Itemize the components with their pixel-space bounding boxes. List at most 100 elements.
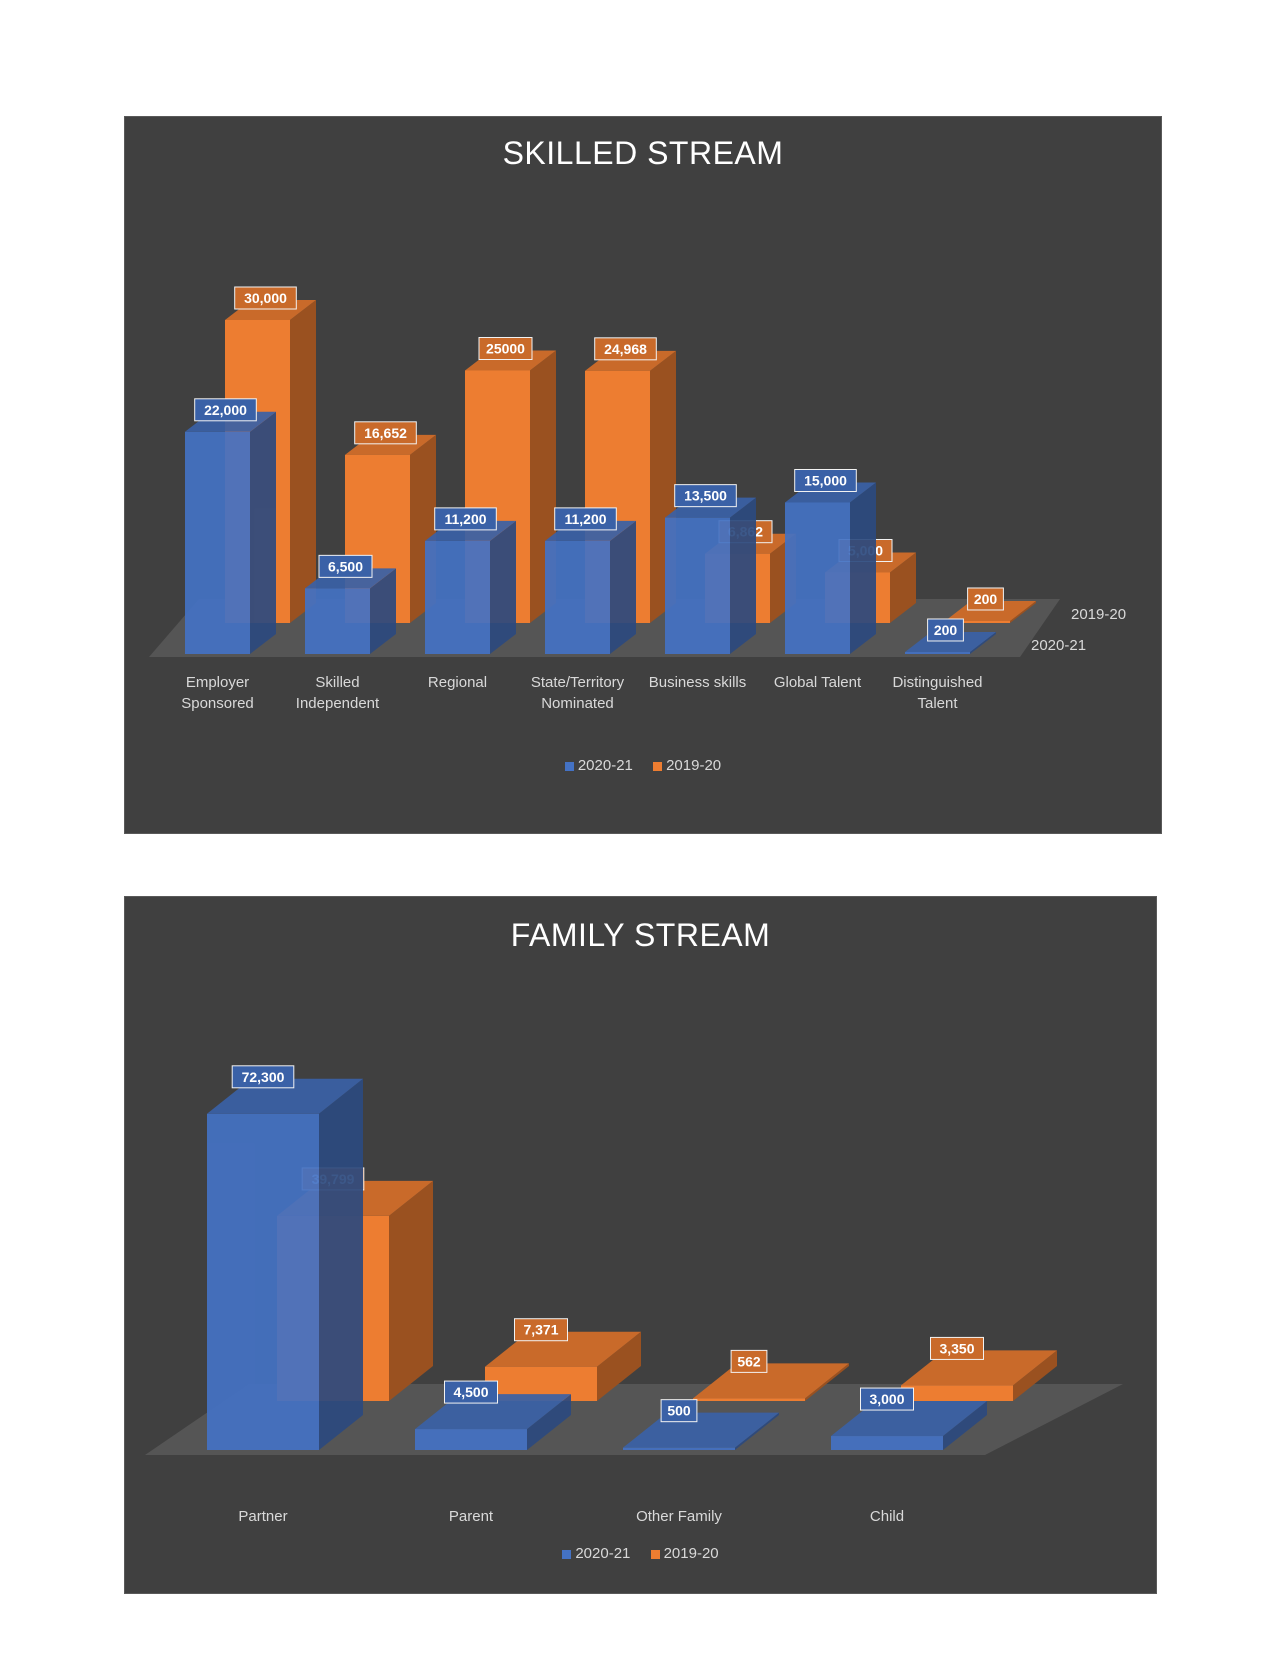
bar-side-face (527, 1394, 571, 1450)
legend-swatch (650, 1549, 660, 1559)
bar-side-face (943, 1401, 987, 1450)
data-label-box (674, 484, 737, 508)
bar-front-face (693, 1398, 805, 1401)
legend: 2020-21 2019-20 (125, 1545, 1156, 1562)
category-label: Distinguished (892, 674, 982, 691)
data-label: 562 (737, 1353, 761, 1369)
data-label: 7,371 (523, 1322, 558, 1338)
bar-side-face (1013, 1350, 1057, 1401)
data-label-box (354, 421, 417, 445)
bar-side-face (730, 497, 756, 654)
data-label: 200 (974, 591, 998, 607)
bar (545, 520, 636, 654)
category-label: Child (870, 1508, 904, 1525)
bar-side-face (970, 631, 996, 654)
category-label: Business skills (649, 674, 747, 691)
category-label: Other Family (636, 1508, 722, 1525)
category-label: Regional (428, 674, 487, 691)
data-label-box (860, 1387, 914, 1411)
skilled-stream-plot: 30,00016,6522500024,9686,8625,00020022,0… (149, 286, 1126, 712)
bar (305, 568, 396, 654)
data-label-box (594, 337, 657, 361)
bar-front-face (545, 540, 610, 654)
bar-front-face (945, 620, 1010, 623)
legend-swatch (653, 761, 663, 771)
data-label: 11,200 (444, 511, 486, 527)
bar-front-face (901, 1385, 1013, 1401)
data-label: 22,000 (204, 402, 247, 418)
legend-item-2019-20: 2019-20 (650, 1545, 719, 1562)
data-label-box (434, 507, 497, 531)
category-label: State/Territory (531, 674, 625, 691)
legend-item-2019-20: 2019-20 (653, 757, 721, 774)
data-label: 500 (667, 1403, 691, 1419)
bar-side-face (250, 411, 276, 654)
legend-item-2020-21: 2020-21 (564, 757, 633, 774)
chart-title: FAMILY STREAM (510, 917, 771, 953)
legend-label: 2019-20 (666, 757, 722, 774)
bar-front-face (185, 431, 250, 654)
skilled-stream-chart: SKILLED STREAM 30,000 16,652 25000 24,968 6,… (124, 116, 1162, 834)
data-label: 6,500 (328, 558, 363, 574)
category-label: Employer (186, 674, 249, 691)
bar-front-face (623, 1447, 735, 1450)
data-label-box (730, 1349, 768, 1373)
data-label: 200 (934, 622, 958, 638)
data-label-box (478, 337, 533, 360)
bar (665, 497, 756, 654)
chart-title: SKILLED STREAM (502, 135, 784, 171)
bar (207, 1078, 363, 1450)
data-label: 16,652 (364, 425, 407, 441)
data-label: 25000 (486, 341, 525, 357)
bar (185, 411, 276, 654)
legend-label: 2019-20 (663, 1545, 719, 1562)
legend-label: 2020-21 (577, 757, 633, 774)
data-label-box (194, 398, 257, 422)
data-label: 11,200 (564, 511, 606, 527)
data-label: 13,500 (684, 488, 727, 504)
bar-side-face (597, 1331, 641, 1401)
bar-front-face (905, 651, 970, 654)
legend-item-2020-21: 2020-21 (562, 1545, 630, 1562)
bar-side-face (850, 482, 876, 654)
bar-side-face (319, 1078, 363, 1450)
data-label-box (967, 587, 1004, 611)
bar-front-face (415, 1429, 527, 1450)
data-label: 72,300 (242, 1069, 285, 1085)
bar-side-face (370, 568, 396, 654)
data-label-box (927, 618, 964, 642)
data-label: 4,500 (453, 1384, 488, 1400)
data-label-box (318, 554, 373, 578)
category-label: Nominated (541, 695, 614, 712)
legend-label: 2020-21 (575, 1545, 631, 1562)
data-label: 15,000 (804, 473, 847, 489)
bar-front-face (785, 502, 850, 654)
data-label-box (554, 507, 617, 531)
legend: 2020-21 2019-20 (125, 757, 1161, 774)
data-label: 3,350 (939, 1340, 974, 1356)
bar-side-face (735, 1412, 779, 1450)
bar-side-face (610, 520, 636, 654)
legend-swatch (564, 761, 574, 771)
bar-front-face (665, 517, 730, 654)
bar-front-face (425, 540, 490, 654)
category-label: Skilled (315, 674, 359, 691)
data-label-box (234, 286, 297, 310)
data-label: 30,000 (244, 290, 287, 306)
family-stream-chart: FAMILY STREAM 39,7997,3715623,35072,300P… (124, 896, 1157, 1594)
data-label: 24,968 (604, 341, 647, 357)
bar-side-face (1010, 600, 1036, 623)
bar-side-face (805, 1363, 849, 1401)
bar-side-face (389, 1180, 433, 1401)
category-label: Parent (449, 1508, 494, 1525)
bar (785, 482, 876, 654)
family-stream-plot: 39,7997,3715623,35072,300Partner4,500Par… (145, 1065, 1123, 1525)
depth-axis-label: 2020-21 (1031, 637, 1086, 654)
data-label: 3,000 (869, 1391, 904, 1407)
bar-front-face (831, 1436, 943, 1450)
bar-front-face (207, 1113, 319, 1450)
bar-side-face (890, 552, 916, 623)
data-label-box (930, 1336, 984, 1360)
data-label-box (660, 1399, 698, 1423)
category-label: Sponsored (181, 695, 254, 712)
